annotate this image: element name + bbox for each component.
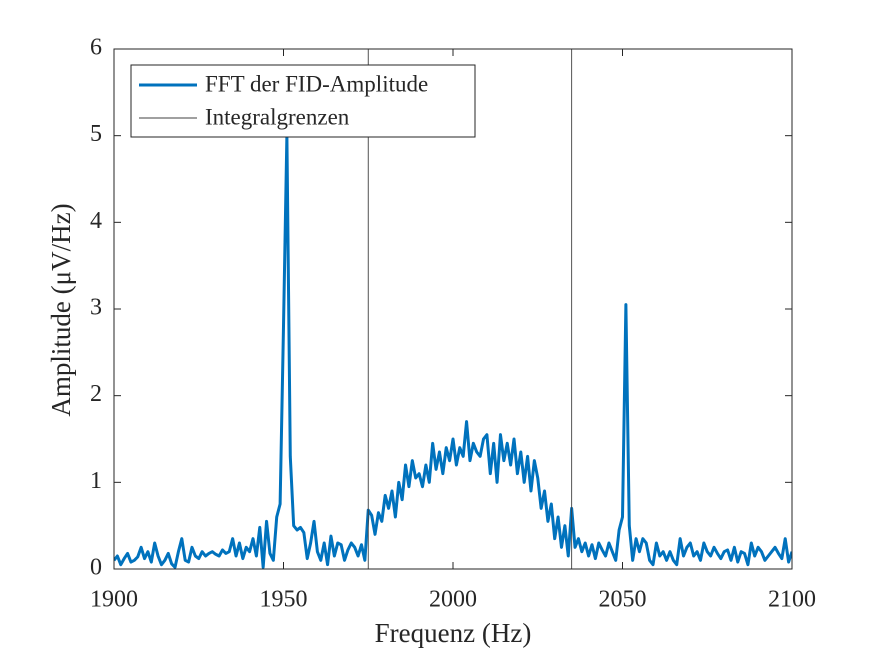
y-tick-label: 3 [90,295,102,321]
x-tick-label: 2100 [768,587,816,613]
x-tick-label: 1900 [90,587,138,613]
legend-label: Integralgrenzen [205,104,350,129]
y-tick-label: 0 [90,555,102,581]
x-tick-label: 2050 [599,587,647,613]
y-axis-label: Amplitude (μV/Hz) [46,203,76,416]
legend-box [130,64,476,138]
spectrum-line [114,134,792,569]
y-tick-label: 6 [90,35,102,61]
x-axis-label: Frequenz (Hz) [375,618,532,648]
x-tick-label: 2000 [429,587,477,613]
y-tick-label: 4 [90,208,102,234]
y-tick-label: 2 [90,381,102,407]
y-tick-label: 5 [90,121,102,147]
x-tick-label: 1950 [260,587,308,613]
axes-box [113,48,793,570]
y-tick-label: 1 [90,468,102,494]
legend-label: FFT der FID-Amplitude [205,71,428,96]
